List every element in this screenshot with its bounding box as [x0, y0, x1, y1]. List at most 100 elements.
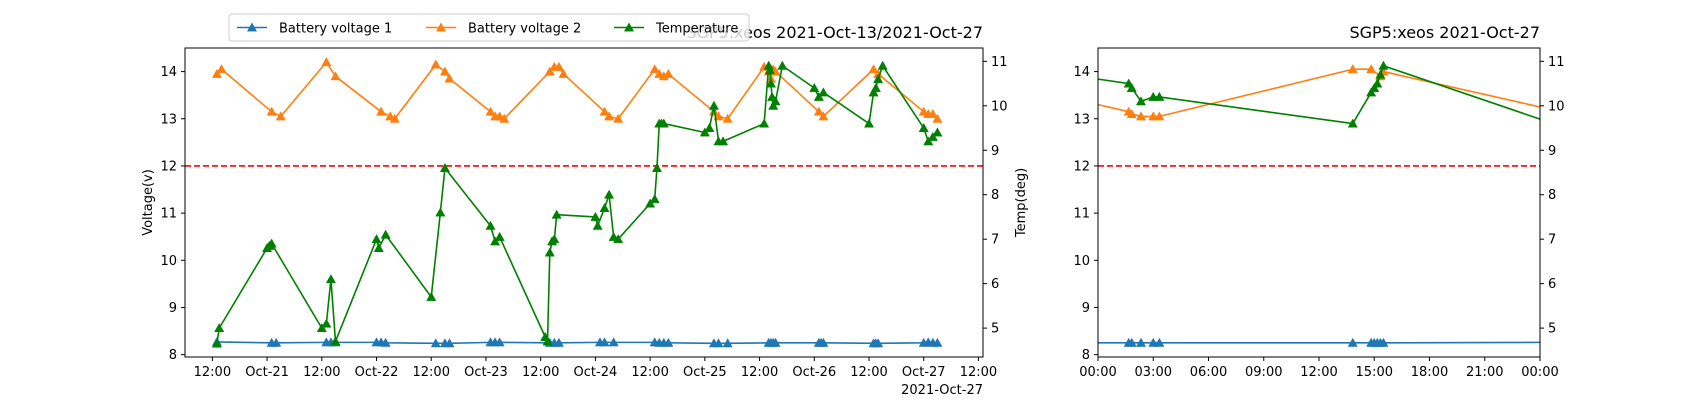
x-tick-label: 12:00 — [194, 365, 231, 380]
x-tick-label: Oct-27 — [902, 365, 946, 380]
data-point-temperature — [649, 194, 660, 204]
data-point-battery-voltage-2 — [266, 106, 277, 116]
data-point-battery-voltage-2 — [1154, 111, 1165, 121]
data-point-temperature — [599, 202, 610, 212]
y-tick-label-left: 13 — [1073, 112, 1090, 127]
data-point-temperature — [718, 136, 729, 146]
data-point-battery-voltage-1 — [444, 338, 455, 348]
data-point-battery-voltage-2 — [663, 68, 674, 78]
x-tick-label: 12:00 — [1300, 365, 1337, 380]
data-point-temperature — [818, 87, 829, 97]
data-point-battery-voltage-1 — [608, 337, 619, 347]
data-point-temperature — [325, 274, 336, 284]
plot-frame — [1097, 47, 1541, 358]
x-tick-label: Oct-21 — [245, 365, 289, 380]
data-point-temperature — [266, 238, 277, 248]
data-point-temperature — [704, 122, 715, 132]
data-point-battery-voltage-1 — [380, 337, 391, 347]
x-tick-label: Oct-23 — [464, 365, 508, 380]
y-tick-label-right: 6 — [991, 277, 999, 292]
y-tick-label-right: 9 — [991, 144, 999, 159]
data-point-battery-voltage-1 — [1154, 337, 1165, 347]
data-point-temperature — [321, 318, 332, 328]
data-point-battery-voltage-1 — [722, 338, 733, 348]
y-tick-label-right: 7 — [991, 233, 999, 248]
data-point-battery-voltage-1 — [770, 337, 781, 347]
data-point-battery-voltage-1 — [494, 337, 505, 347]
y-tick-label-left: 9 — [169, 301, 177, 316]
series-line-temperature — [216, 64, 938, 344]
data-point-temperature — [1369, 82, 1380, 92]
data-point-battery-voltage-2 — [558, 68, 569, 78]
data-point-battery-voltage-1 — [1126, 337, 1137, 347]
chart-title: SGP5:xeos 2021-Oct-27 — [1349, 23, 1540, 42]
x-tick-label: 15:00 — [1356, 365, 1393, 380]
data-point-temperature — [435, 207, 446, 217]
data-point-battery-voltage-1 — [932, 337, 943, 347]
data-point-battery-voltage-2 — [613, 113, 624, 123]
data-point-temperature — [651, 162, 662, 172]
data-point-temperature — [371, 234, 382, 244]
y-tick-label-left: 11 — [160, 207, 177, 222]
data-point-battery-voltage-2 — [275, 111, 286, 121]
x-tick-label: 12:00 — [850, 365, 887, 380]
data-point-temperature — [813, 91, 824, 101]
data-point-temperature — [330, 336, 341, 346]
data-point-temperature — [1148, 91, 1159, 101]
y-tick-label-right: 10 — [1548, 99, 1565, 114]
data-point-battery-voltage-2 — [1347, 64, 1358, 74]
data-point-temperature — [439, 162, 450, 172]
x-tick-label: Oct-25 — [683, 365, 727, 380]
data-point-battery-voltage-1 — [713, 338, 724, 348]
data-point-temperature — [590, 211, 601, 221]
data-point-temperature — [868, 87, 879, 97]
data-point-temperature — [549, 234, 560, 244]
y-tick-label-right: 7 — [1548, 233, 1556, 248]
data-point-battery-voltage-1 — [271, 337, 282, 347]
y-tick-label-left: 8 — [169, 348, 177, 363]
y-tick-label-left: 9 — [1082, 301, 1090, 316]
data-point-temperature — [551, 209, 562, 219]
data-point-temperature — [542, 336, 553, 346]
data-point-temperature — [870, 82, 881, 92]
y-tick-label-left: 14 — [160, 65, 177, 80]
data-point-battery-voltage-2 — [649, 64, 660, 74]
data-point-battery-voltage-2 — [553, 61, 564, 71]
x-tick-label: 12:00 — [522, 365, 559, 380]
y-tick-label-left: 12 — [1073, 159, 1090, 174]
data-point-temperature — [1126, 82, 1137, 92]
data-point-battery-voltage-2 — [722, 113, 733, 123]
data-point-temperature — [1372, 78, 1383, 88]
chart-title: SGP5:xeos 2021-Oct-13/2021-Oct-27 — [686, 23, 983, 42]
series-line-battery-voltage-2 — [1097, 68, 1541, 118]
data-point-temperature — [373, 242, 384, 253]
data-point-temperature — [544, 247, 555, 257]
legend-marker-battery-voltage-2 — [435, 22, 447, 32]
x-tick-label: 21:00 — [1466, 365, 1503, 380]
data-point-temperature — [426, 291, 437, 301]
data-point-temperature — [768, 100, 779, 110]
x-tick-label: 12:00 — [303, 365, 340, 380]
x-tick-label: 03:00 — [1135, 365, 1172, 380]
data-point-temperature — [1135, 96, 1146, 106]
data-point-battery-voltage-1 — [1347, 337, 1358, 347]
y-tick-label-left: 11 — [1073, 207, 1090, 222]
data-point-temperature — [592, 220, 603, 230]
y-tick-label-left: 13 — [160, 112, 177, 127]
data-point-temperature — [809, 82, 820, 92]
data-point-battery-voltage-2 — [604, 111, 615, 121]
data-point-battery-voltage-2 — [321, 57, 332, 67]
legend: Battery voltage 1 Battery voltage 2 Temper… — [228, 13, 750, 42]
data-point-battery-voltage-2 — [1366, 64, 1377, 74]
data-point-battery-voltage-2 — [216, 64, 227, 74]
data-point-battery-voltage-2 — [818, 111, 829, 121]
y-tick-label-left: 10 — [1073, 254, 1090, 269]
x-tick-label: 12:00 — [631, 365, 668, 380]
series-line-battery-voltage-2 — [216, 61, 938, 120]
data-point-temperature — [658, 118, 669, 128]
legend-marker-temperature — [623, 22, 635, 32]
x-tick-label: Oct-26 — [792, 365, 836, 380]
y-tick-label-right: 6 — [1548, 277, 1556, 292]
x-tick-label: 00:00 — [1079, 365, 1116, 380]
data-point-battery-voltage-1 — [873, 338, 884, 348]
